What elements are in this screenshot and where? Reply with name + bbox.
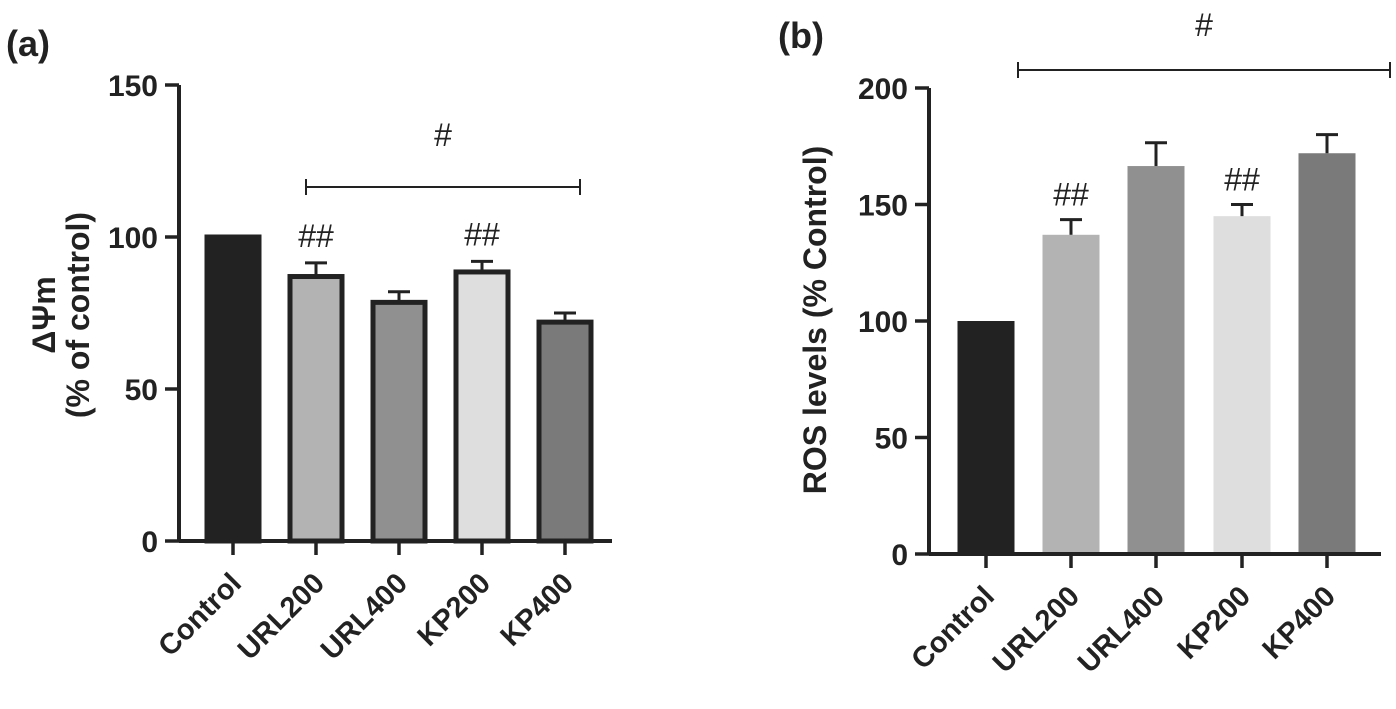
- bracket-label-a: #: [434, 117, 452, 153]
- y-tick-label-a-150: 150: [108, 70, 158, 103]
- bar-b-control: [957, 321, 1015, 554]
- y-tick-label-b-50: 50: [875, 423, 908, 456]
- x-tick-label-a-kp400: KP400: [495, 567, 580, 652]
- y-tick-label-b-0: 0: [891, 539, 908, 572]
- y-tick-label-a-0: 0: [141, 526, 158, 559]
- bar-a-url200: [287, 274, 345, 544]
- bar-b-kp400: [1298, 153, 1356, 555]
- bar-a-kp400: [536, 319, 594, 544]
- x-tick-label-b-kp200: KP200: [1172, 580, 1257, 665]
- y-tick-label-a-100: 100: [108, 222, 158, 255]
- x-tick-label-a-control: Control: [152, 567, 248, 663]
- panel-a: (a) ΔΨm (% of control) Control ## URL200UR…: [6, 23, 612, 666]
- y-tick-label-b-150: 150: [858, 190, 908, 223]
- panel-label-b: (b): [778, 15, 824, 56]
- y-axis-title-a-line1: ΔΨm: [26, 276, 62, 353]
- panel-label-a: (a): [6, 23, 50, 64]
- bar-annotation-a-url200: ##: [298, 218, 334, 254]
- x-tick-label-a-url400: URL400: [315, 567, 414, 666]
- x-tick-label-a-kp200: KP200: [412, 567, 497, 652]
- panel-b: (b) ROS levels (% Control) Control ## URL2…: [778, 7, 1391, 679]
- x-tick-label-b-kp400: KP400: [1257, 580, 1342, 665]
- bar-a-control: [204, 234, 262, 544]
- x-tick-label-b-control: Control: [905, 580, 1001, 676]
- y-axis-title-a-line2: (% of control): [60, 212, 96, 418]
- bar-b-url200: [1042, 234, 1100, 555]
- bracket-label-b: #: [1195, 7, 1213, 43]
- bar-b-url400: [1127, 166, 1185, 554]
- bar-annotation-b-kp200: ##: [1224, 162, 1260, 198]
- y-tick-label-b-100: 100: [858, 306, 908, 339]
- bar-b-kp200: [1213, 216, 1271, 554]
- bar-annotation-a-kp200: ##: [464, 216, 500, 252]
- bar-a-url400: [370, 299, 428, 544]
- bar-annotation-b-url200: ##: [1053, 177, 1089, 213]
- y-tick-label-b-200: 200: [858, 73, 908, 106]
- bar-a-kp200: [453, 269, 511, 544]
- x-tick-label-a-url200: URL200: [232, 567, 331, 666]
- y-tick-label-a-50: 50: [125, 374, 158, 407]
- y-axis-title-b: ROS levels (% Control): [797, 146, 833, 495]
- x-tick-label-b-url200: URL200: [987, 580, 1086, 679]
- x-tick-label-b-url400: URL400: [1072, 580, 1171, 679]
